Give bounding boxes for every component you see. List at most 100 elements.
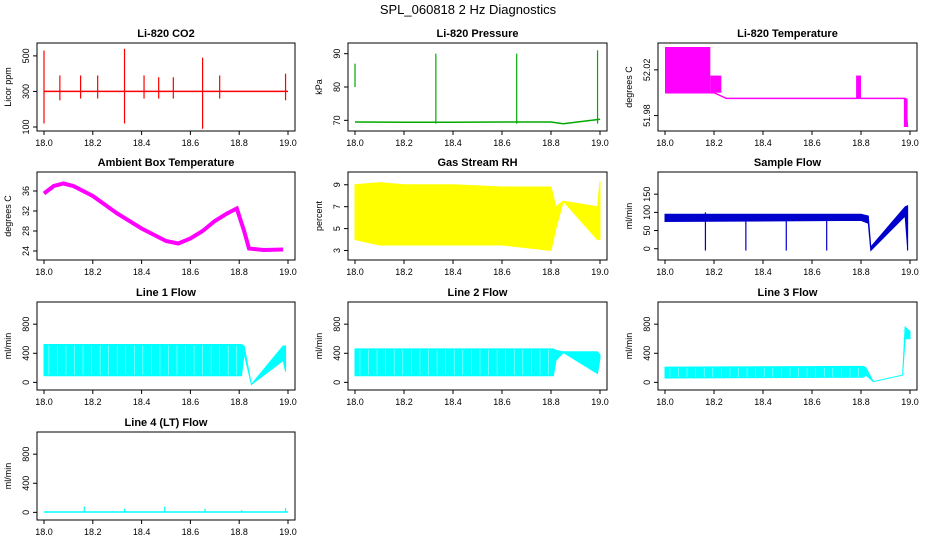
y-axis-label: percent xyxy=(314,200,324,231)
x-tick-label: 18.6 xyxy=(182,397,200,407)
plot-pressure: Li-820 Pressure kPa 18.0 18.2 18.4 18.6 18.8 19… xyxy=(314,28,609,148)
data-band xyxy=(43,344,287,386)
x-tick-label: 18.2 xyxy=(395,138,413,148)
x-tick-label: 18.2 xyxy=(84,527,102,537)
y-tick-label: 7 xyxy=(332,204,342,209)
x-tick-label: 18.2 xyxy=(395,397,413,407)
x-tick-label: 18.2 xyxy=(84,267,102,277)
plot-sample-flow: Sample Flow ml/min 18.0 18.2 18.4 18.6 18.8 19.… xyxy=(624,157,919,277)
x-tick-label: 18.2 xyxy=(705,138,723,148)
y-axis-label: kPa xyxy=(314,79,324,95)
x-tick-label: 18.2 xyxy=(705,397,723,407)
x-tick-label: 18.6 xyxy=(182,267,200,277)
x-tick-label: 19.0 xyxy=(901,138,919,148)
x-tick-label: 18.4 xyxy=(444,397,462,407)
x-tick-label: 19.0 xyxy=(901,397,919,407)
data-band xyxy=(354,348,601,377)
y-axis-label: Licor ppm xyxy=(3,67,13,107)
plot-title: Li-820 Temperature xyxy=(737,28,838,40)
figure-title: SPL_060818 2 Hz Diagnostics xyxy=(379,2,557,17)
data-block xyxy=(665,47,711,93)
plot-frame xyxy=(347,301,608,391)
y-axis-label: degrees C xyxy=(624,66,634,108)
x-tick-label: 19.0 xyxy=(279,267,297,277)
plot-frame xyxy=(657,301,918,391)
x-tick-label: 18.0 xyxy=(35,527,53,537)
y-axis-label: ml/min xyxy=(624,333,634,360)
y-tick-label: 800 xyxy=(21,317,31,332)
y-axis-label: ml/min xyxy=(3,463,13,490)
x-tick-label: 18.8 xyxy=(230,138,248,148)
x-tick-label: 18.0 xyxy=(35,267,53,277)
x-tick-label: 18.8 xyxy=(230,397,248,407)
x-tick-label: 18.0 xyxy=(35,397,53,407)
y-tick-label: 0 xyxy=(642,246,652,251)
y-tick-label: 500 xyxy=(21,48,31,63)
x-tick-label: 18.6 xyxy=(803,138,821,148)
y-tick-label: 0 xyxy=(21,510,31,515)
y-tick-label: 800 xyxy=(642,317,652,332)
x-tick-label: 19.0 xyxy=(901,267,919,277)
x-tick-label: 18.8 xyxy=(542,397,560,407)
x-tick-label: 18.8 xyxy=(852,138,870,148)
y-tick-label: 100 xyxy=(642,205,652,220)
plot-licor-temp: Li-820 Temperature degrees C 18.0 18.2 18.4 1… xyxy=(624,28,919,148)
x-tick-label: 18.6 xyxy=(493,397,511,407)
plot-title: Line 2 Flow xyxy=(448,287,508,299)
y-tick-label: 0 xyxy=(21,380,31,385)
x-tick-label: 19.0 xyxy=(279,138,297,148)
y-tick-label: 51.98 xyxy=(642,104,652,127)
y-tick-label: 800 xyxy=(21,447,31,462)
plot-area xyxy=(354,50,601,125)
plot-title: Li-820 CO2 xyxy=(137,28,194,40)
plot-frame xyxy=(36,431,296,521)
x-tick-label: 18.4 xyxy=(133,397,151,407)
x-tick-label: 18.2 xyxy=(395,267,413,277)
x-tick-label: 18.4 xyxy=(444,138,462,148)
y-tick-label: 100 xyxy=(21,119,31,134)
y-tick-label: 9 xyxy=(332,182,342,187)
x-tick-label: 18.8 xyxy=(852,397,870,407)
x-tick-label: 18.2 xyxy=(705,267,723,277)
y-tick-label: 32 xyxy=(21,206,31,216)
x-tick-label: 18.2 xyxy=(84,397,102,407)
plot-frame xyxy=(347,42,608,132)
plot-area xyxy=(43,344,287,386)
plot-title: Line 1 Flow xyxy=(136,287,196,299)
x-tick-label: 18.8 xyxy=(542,267,560,277)
y-tick-label: 70 xyxy=(332,115,342,125)
y-tick-label: 50 xyxy=(642,226,652,236)
y-tick-label: 300 xyxy=(21,84,31,99)
x-tick-label: 18.4 xyxy=(133,138,151,148)
plot-area xyxy=(44,506,288,513)
data-line xyxy=(665,91,909,128)
y-tick-label: 90 xyxy=(332,49,342,59)
y-tick-label: 0 xyxy=(642,380,652,385)
plot-title: Gas Stream RH xyxy=(437,157,517,169)
x-tick-label: 19.0 xyxy=(279,527,297,537)
data-line xyxy=(42,181,284,253)
plot-frame xyxy=(36,42,296,132)
plot-rh: Gas Stream RH percent 18.0 18.2 18.4 18.6 18.8… xyxy=(314,157,609,277)
plot-box-temp: Ambient Box Temperature degrees C 18.0 18.2… xyxy=(3,157,297,277)
plot-title: Line 3 Flow xyxy=(758,287,818,299)
x-tick-label: 19.0 xyxy=(279,397,297,407)
plot-line4: Line 4 (LT) Flow ml/min 18.0 18.2 18.4 18.6 18… xyxy=(3,417,297,537)
plot-frame xyxy=(347,171,608,261)
data-line xyxy=(354,118,601,125)
x-tick-label: 19.0 xyxy=(591,138,609,148)
plot-frame xyxy=(36,171,296,261)
y-tick-label: 80 xyxy=(332,82,342,92)
x-tick-label: 18.2 xyxy=(84,138,102,148)
y-tick-label: 24 xyxy=(21,246,31,256)
y-axis-label: degrees C xyxy=(3,195,13,237)
x-tick-label: 18.6 xyxy=(493,138,511,148)
plot-area xyxy=(43,48,288,129)
x-tick-label: 18.0 xyxy=(346,397,364,407)
x-tick-label: 18.0 xyxy=(35,138,53,148)
y-tick-label: 28 xyxy=(21,226,31,236)
y-tick-label: 400 xyxy=(21,476,31,491)
x-tick-label: 18.4 xyxy=(754,267,772,277)
plot-area xyxy=(664,326,911,383)
